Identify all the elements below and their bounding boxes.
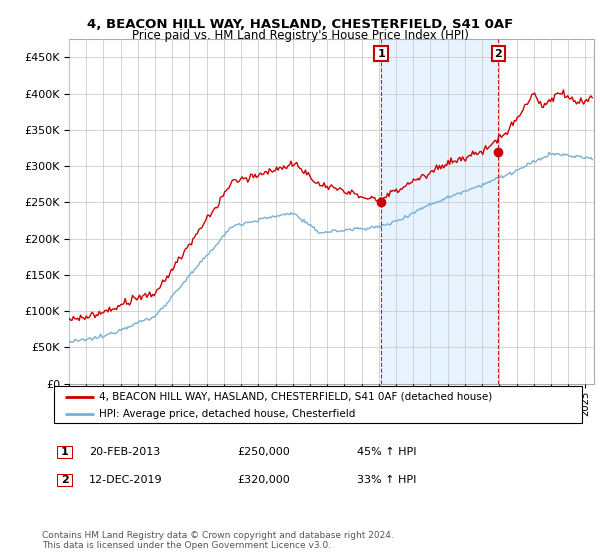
FancyBboxPatch shape — [57, 474, 73, 487]
Text: 45% ↑ HPI: 45% ↑ HPI — [357, 447, 416, 458]
Text: HPI: Average price, detached house, Chesterfield: HPI: Average price, detached house, Ches… — [99, 409, 355, 419]
Text: 4, BEACON HILL WAY, HASLAND, CHESTERFIELD, S41 0AF: 4, BEACON HILL WAY, HASLAND, CHESTERFIEL… — [87, 18, 513, 31]
Text: 20-FEB-2013: 20-FEB-2013 — [89, 447, 160, 458]
Text: 1: 1 — [61, 447, 68, 458]
Text: Price paid vs. HM Land Registry's House Price Index (HPI): Price paid vs. HM Land Registry's House … — [131, 29, 469, 42]
FancyBboxPatch shape — [54, 386, 582, 423]
Text: 33% ↑ HPI: 33% ↑ HPI — [357, 475, 416, 486]
Text: 12-DEC-2019: 12-DEC-2019 — [89, 475, 163, 486]
Text: 2: 2 — [61, 475, 68, 486]
Text: Contains HM Land Registry data © Crown copyright and database right 2024.
This d: Contains HM Land Registry data © Crown c… — [42, 530, 394, 550]
Text: 1: 1 — [377, 49, 385, 59]
Text: £320,000: £320,000 — [237, 475, 290, 486]
Text: 4, BEACON HILL WAY, HASLAND, CHESTERFIELD, S41 0AF (detached house): 4, BEACON HILL WAY, HASLAND, CHESTERFIEL… — [99, 391, 492, 402]
Bar — [381, 39, 499, 384]
Text: £250,000: £250,000 — [237, 447, 290, 458]
FancyBboxPatch shape — [57, 446, 73, 459]
Text: 2: 2 — [494, 49, 502, 59]
